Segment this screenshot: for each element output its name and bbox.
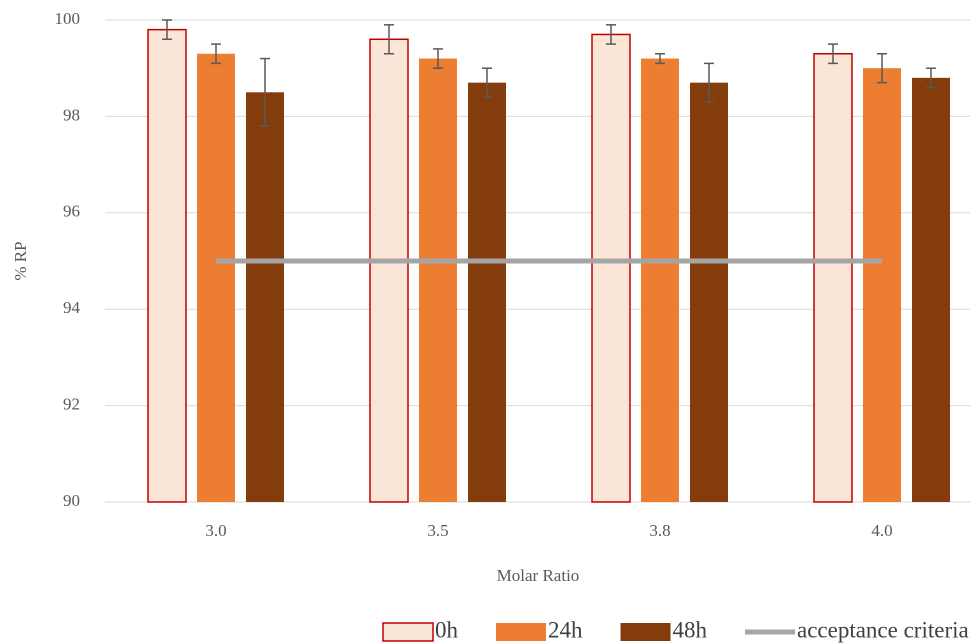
- bar: [147, 28, 187, 503]
- legend-label: 24h: [548, 617, 583, 642]
- bar: [912, 77, 950, 502]
- error-bar: [877, 52, 887, 84]
- bar: [591, 33, 631, 503]
- legend-swatch: [496, 623, 546, 641]
- bar: [690, 82, 728, 502]
- error-bar: [162, 19, 172, 41]
- x-tick-label: 4.0: [871, 521, 892, 540]
- x-tick-label: 3.5: [427, 521, 448, 540]
- error-bar: [260, 57, 270, 127]
- y-tick-label: 96: [63, 202, 80, 221]
- bar: [197, 53, 235, 503]
- legend-label: acceptance criteria: [797, 617, 969, 642]
- error-bar: [655, 52, 665, 65]
- error-bar: [384, 24, 394, 55]
- bar: [641, 58, 679, 503]
- bar: [468, 82, 506, 502]
- error-bar: [828, 43, 838, 65]
- y-tick-label: 100: [55, 9, 81, 28]
- legend-label: 48h: [673, 617, 708, 642]
- legend-swatch: [382, 622, 434, 642]
- x-tick-label: 3.0: [205, 521, 226, 540]
- legend-label: 0h: [435, 617, 459, 642]
- y-tick-label: 92: [63, 395, 80, 414]
- error-bar: [211, 43, 221, 65]
- bar: [369, 38, 409, 503]
- y-tick-label: 94: [63, 298, 81, 317]
- y-tick-label: 90: [63, 491, 80, 510]
- bar: [419, 58, 457, 503]
- y-tick-label: 98: [63, 105, 80, 124]
- error-bar: [606, 24, 616, 45]
- y-axis-title: % RP: [11, 241, 30, 280]
- x-tick-label: 3.8: [649, 521, 670, 540]
- bar: [813, 52, 853, 503]
- error-bar: [704, 62, 714, 103]
- error-bar: [433, 48, 443, 69]
- x-axis-title: Molar Ratio: [497, 566, 580, 585]
- error-bar: [482, 67, 492, 98]
- bar: [863, 68, 901, 502]
- legend-swatch: [620, 623, 671, 641]
- error-bar: [926, 67, 936, 89]
- bar: [246, 92, 284, 503]
